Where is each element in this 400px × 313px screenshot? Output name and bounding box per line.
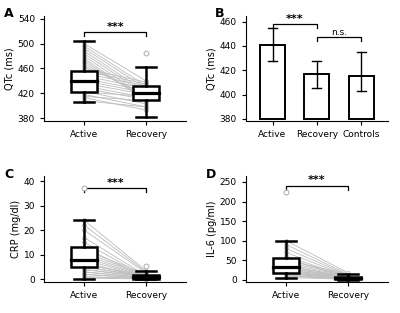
Y-axis label: CRP (mg/dl): CRP (mg/dl) [11,200,21,258]
Text: ***: *** [106,22,124,32]
Bar [304,74,329,119]
Text: A: A [4,7,14,20]
Text: ***: *** [286,13,304,23]
Bar [71,71,97,92]
Y-axis label: QTc (ms): QTc (ms) [207,47,217,90]
Bar [349,76,374,119]
Bar [260,45,285,119]
Text: D: D [206,168,216,181]
Bar [133,86,159,100]
Text: ***: *** [308,175,326,185]
Text: B: B [214,7,224,20]
Bar [335,277,361,279]
Y-axis label: QTc (ms): QTc (ms) [5,47,15,90]
Text: C: C [4,168,13,181]
Bar [71,247,97,267]
Text: n.s.: n.s. [331,28,347,37]
Bar [273,258,299,273]
Text: ***: *** [106,178,124,188]
Bar [133,275,159,279]
Y-axis label: IL-6 (pg/ml): IL-6 (pg/ml) [207,201,217,257]
